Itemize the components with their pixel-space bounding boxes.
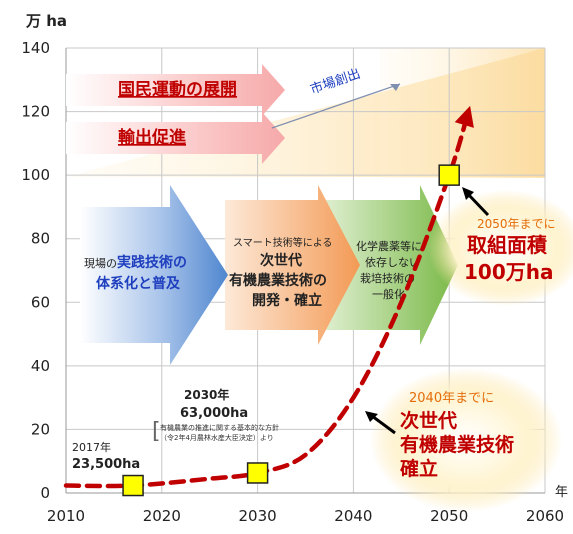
y-tick-label: 120 xyxy=(21,103,50,121)
milestone-marker xyxy=(438,164,460,186)
y-tick-label: 60 xyxy=(31,293,50,311)
smart-line2: 次世代 xyxy=(260,252,302,269)
goal2040-line3: 有機農業技術 xyxy=(400,433,514,456)
x-tick-label: 2010 xyxy=(47,507,85,525)
market-arrow-line xyxy=(271,83,401,129)
goal2050-line3: 100万ha xyxy=(464,260,553,284)
chem-line1: 化学農薬等に xyxy=(356,239,422,253)
goal2040-line2: 次世代 xyxy=(400,409,457,432)
x-tick-label: 2030 xyxy=(239,507,277,525)
y-tick-label: 140 xyxy=(21,39,50,57)
orange-arrow xyxy=(225,185,360,345)
chem-line2: 依存しない xyxy=(365,255,420,269)
goal2050-line2: 取組面積 xyxy=(467,233,548,257)
x-tick-label: 2060 xyxy=(526,507,564,525)
x-tick-label: 2040 xyxy=(334,507,372,525)
national-movement-arrow xyxy=(66,64,285,116)
x-tick-label: 2020 xyxy=(143,507,181,525)
y-tick-label: 80 xyxy=(31,230,50,248)
y2030-year: 2030年 xyxy=(184,387,229,402)
goal2040-glow xyxy=(370,368,562,512)
y-tick-label: 0 xyxy=(40,484,50,502)
y2017-year: 2017年 xyxy=(72,440,111,454)
practical-line1-pre: 現場の xyxy=(84,257,117,270)
smart-line3: 有機農業技術の xyxy=(229,272,327,289)
policy-line1: 有機農業の推進に関する基本的な方針 xyxy=(160,423,279,432)
export-arrow xyxy=(66,112,285,164)
goal2050-glow xyxy=(428,190,573,306)
milestone-marker xyxy=(246,462,269,484)
pointer-2050-head xyxy=(462,187,474,200)
y-tick-label: 20 xyxy=(31,420,50,438)
x-tick-label: 2050 xyxy=(430,507,468,525)
x-unit-label: 年 xyxy=(555,485,568,500)
y-tick-label: 100 xyxy=(21,166,50,184)
export-label: 輸出促進 xyxy=(118,127,186,148)
policy-bracket: [ xyxy=(152,419,161,444)
market-label: 市場創出 xyxy=(308,66,362,98)
chem-line4: 一般化 xyxy=(372,287,405,301)
milestone-markers xyxy=(122,164,460,497)
goal2040-line1: 2040年までに xyxy=(409,391,494,406)
practical-line2: 体系化と普及 xyxy=(96,275,181,292)
pointer-2040-head xyxy=(365,411,378,422)
growth-curve xyxy=(63,109,471,489)
chem-line3: 栽培技術の xyxy=(360,271,415,285)
pointer-2040 xyxy=(371,414,396,435)
milestone-marker xyxy=(122,474,144,497)
national-movement-label: 国民運動の展開 xyxy=(118,79,237,100)
y2017-value: 23,500ha xyxy=(72,457,140,472)
y2030-value: 63,000ha xyxy=(180,406,248,421)
market-arrow-head xyxy=(390,84,400,91)
practical-line1-bold: 実践技術の xyxy=(117,254,187,271)
curve-arrow-head xyxy=(454,105,474,128)
policy-line2: （令2年4月農林水産大臣決定）より xyxy=(160,433,274,442)
goal2050-line1: 2050年までに xyxy=(477,217,556,231)
goal2040-line4: 確立 xyxy=(400,457,438,480)
gradient-band xyxy=(380,48,545,178)
smart-line1: スマート技術等による xyxy=(233,236,332,249)
svg-text:現場の実践技術の: 現場の実践技術の xyxy=(84,254,187,271)
y-unit-label: 万 ha xyxy=(25,12,67,30)
blue-arrow xyxy=(80,185,228,365)
smart-line4: 開発・確立 xyxy=(252,292,322,309)
y-tick-label: 40 xyxy=(31,357,50,375)
pointer-2050 xyxy=(465,191,490,217)
green-arrow xyxy=(320,185,458,345)
